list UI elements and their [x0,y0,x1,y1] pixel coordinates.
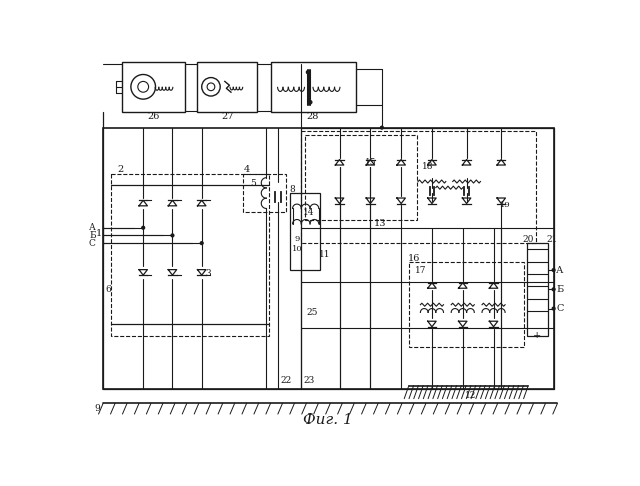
Text: 21: 21 [547,235,557,244]
Text: 10: 10 [292,245,303,253]
Circle shape [307,70,310,74]
Circle shape [552,269,555,272]
Circle shape [200,242,203,244]
Bar [271,62,356,112]
Bar [111,174,269,335]
Text: 28: 28 [307,112,319,121]
Bar [289,193,320,270]
Bar [122,62,185,112]
Bar [197,62,257,112]
Text: 20: 20 [523,235,534,244]
Circle shape [171,234,174,237]
Bar [103,128,554,389]
Text: 2: 2 [117,165,124,174]
Text: 9: 9 [94,404,100,413]
Text: 1: 1 [95,229,102,238]
Text: +: + [533,331,541,340]
Circle shape [381,126,383,129]
Circle shape [552,288,555,291]
Text: 14: 14 [303,208,314,217]
Text: Б: Б [89,231,96,240]
Text: 6: 6 [106,285,111,294]
Text: Фиг. 1: Фиг. 1 [303,413,353,427]
Text: 25: 25 [307,308,318,317]
Circle shape [552,307,555,310]
Text: 12: 12 [465,391,476,400]
Text: 5: 5 [250,178,256,188]
Text: 8: 8 [290,185,296,194]
Text: 16: 16 [408,254,420,263]
Bar [243,174,285,212]
Text: 26: 26 [147,112,159,121]
Text: 11: 11 [319,250,331,259]
Text: 27: 27 [221,112,234,121]
Text: 22: 22 [280,376,291,385]
Bar [301,132,536,243]
Text: 23: 23 [303,376,314,385]
Text: 3: 3 [206,269,211,278]
Text: С: С [89,239,96,248]
Text: 19: 19 [500,201,511,208]
Text: 18: 18 [422,162,434,171]
Text: Б: Б [556,285,563,294]
Text: 4: 4 [244,165,250,174]
Bar [527,243,548,335]
Bar [409,262,524,347]
Text: А: А [89,223,96,232]
Text: А: А [556,265,563,275]
Circle shape [142,226,145,229]
Text: 9: 9 [294,235,300,243]
Text: 17: 17 [415,265,426,275]
Text: 13: 13 [374,219,387,228]
Text: 15: 15 [365,158,376,167]
Text: С: С [556,304,563,313]
Bar [305,135,417,220]
Circle shape [308,101,312,104]
